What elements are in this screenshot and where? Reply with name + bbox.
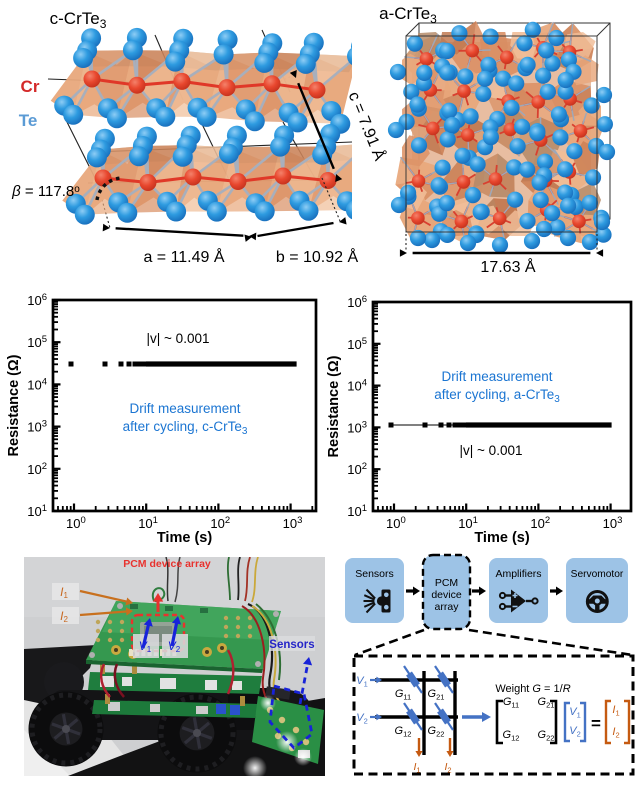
svg-text:103: 103 xyxy=(603,515,623,531)
svg-text:|v| ~ 0.001: |v| ~ 0.001 xyxy=(460,443,523,458)
svg-text:104: 104 xyxy=(27,376,47,392)
svg-text:103: 103 xyxy=(347,419,367,435)
svg-text:I2: I2 xyxy=(612,726,619,740)
svg-text:103: 103 xyxy=(27,419,47,435)
svg-text:101: 101 xyxy=(458,515,478,531)
svg-text:Cr: Cr xyxy=(21,77,40,96)
svg-text:V1: V1 xyxy=(569,706,581,720)
svg-text:G21: G21 xyxy=(538,696,555,710)
svg-text:102: 102 xyxy=(27,461,47,477)
svg-text:V2: V2 xyxy=(569,725,581,739)
svg-text:101: 101 xyxy=(27,503,47,519)
svg-text:Drift measurement: Drift measurement xyxy=(129,401,240,416)
svg-text:Weight G = 1/R: Weight G = 1/R xyxy=(495,683,570,695)
svg-text:I1: I1 xyxy=(413,761,420,775)
svg-text:after cycling, a-CrTe3: after cycling, a-CrTe3 xyxy=(434,387,560,405)
svg-text:100: 100 xyxy=(386,515,406,531)
svg-text:I1: I1 xyxy=(612,704,619,718)
svg-text:105: 105 xyxy=(347,336,367,352)
svg-text:Time (s): Time (s) xyxy=(474,530,530,546)
svg-text:I2: I2 xyxy=(60,609,68,624)
svg-text:Amplifiers: Amplifiers xyxy=(495,568,541,580)
svg-text:102: 102 xyxy=(530,515,550,531)
svg-text:101: 101 xyxy=(138,515,158,531)
svg-text:Resistance (Ω): Resistance (Ω) xyxy=(6,354,22,456)
svg-text:b = 10.92 Å: b = 10.92 Å xyxy=(276,247,359,266)
svg-text:c-CrTe3: c-CrTe3 xyxy=(50,9,107,31)
svg-text:G21: G21 xyxy=(428,688,445,702)
svg-text:a = 11.49 Å: a = 11.49 Å xyxy=(143,247,224,266)
svg-text:G22: G22 xyxy=(538,729,555,743)
svg-text:102: 102 xyxy=(210,515,230,531)
svg-text:=: = xyxy=(591,714,601,733)
svg-text:Sensors: Sensors xyxy=(355,568,394,580)
svg-text:G12: G12 xyxy=(503,729,520,743)
svg-text:Resistance (Ω): Resistance (Ω) xyxy=(326,355,342,457)
svg-text:β = 117.8o: β = 117.8o xyxy=(11,183,80,200)
svg-text:106: 106 xyxy=(27,292,47,308)
svg-text:array: array xyxy=(435,601,460,613)
svg-text:a-CrTe3: a-CrTe3 xyxy=(379,4,437,26)
svg-text:106: 106 xyxy=(347,294,367,310)
svg-text:PCM: PCM xyxy=(435,577,458,589)
svg-text:105: 105 xyxy=(27,334,47,350)
svg-text:102: 102 xyxy=(347,461,367,477)
svg-text:V1: V1 xyxy=(356,675,368,689)
svg-text:101: 101 xyxy=(347,503,367,519)
svg-text:I2: I2 xyxy=(444,761,451,775)
svg-text:G22: G22 xyxy=(428,725,445,739)
svg-text:17.63 Å: 17.63 Å xyxy=(480,257,535,276)
svg-text:104: 104 xyxy=(347,378,367,394)
svg-text:G12: G12 xyxy=(395,725,412,739)
svg-text:103: 103 xyxy=(283,515,303,531)
svg-text:V2: V2 xyxy=(356,712,368,726)
svg-text:Servomotor: Servomotor xyxy=(571,569,624,580)
svg-text:Time (s): Time (s) xyxy=(157,530,213,546)
svg-text:G11: G11 xyxy=(503,696,519,710)
svg-text:Te: Te xyxy=(19,111,38,130)
svg-text:100: 100 xyxy=(66,515,86,531)
svg-text:I1: I1 xyxy=(60,585,68,600)
svg-text:|v| ~ 0.001: |v| ~ 0.001 xyxy=(147,331,210,346)
svg-text:after cycling, c-CrTe3: after cycling, c-CrTe3 xyxy=(123,419,248,437)
svg-text:G11: G11 xyxy=(395,688,411,702)
svg-text:Drift measurement: Drift measurement xyxy=(441,369,552,384)
svg-text:Sensors: Sensors xyxy=(269,639,314,651)
svg-text:device: device xyxy=(431,589,462,601)
svg-text:PCM device array: PCM device array xyxy=(123,558,211,570)
